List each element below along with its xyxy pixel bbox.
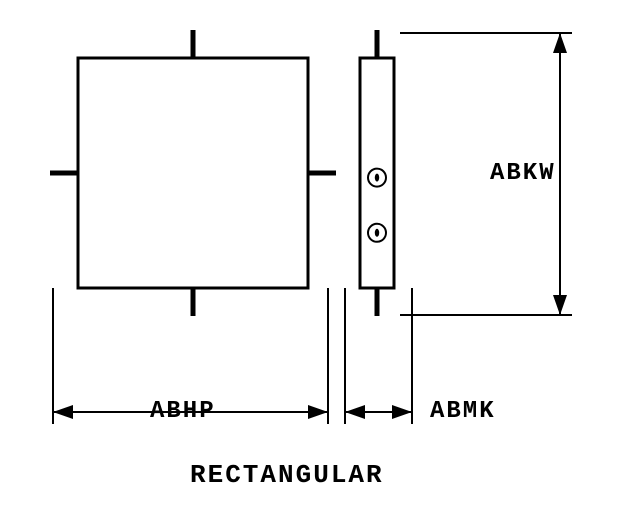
dim-label-thickness: ABMK — [430, 398, 496, 425]
dim-label-height: ABKW — [490, 160, 556, 187]
diagram-title: RECTANGULAR — [190, 460, 384, 490]
dim-label-width: ABHP — [150, 398, 216, 425]
diagram-canvas — [0, 0, 627, 512]
